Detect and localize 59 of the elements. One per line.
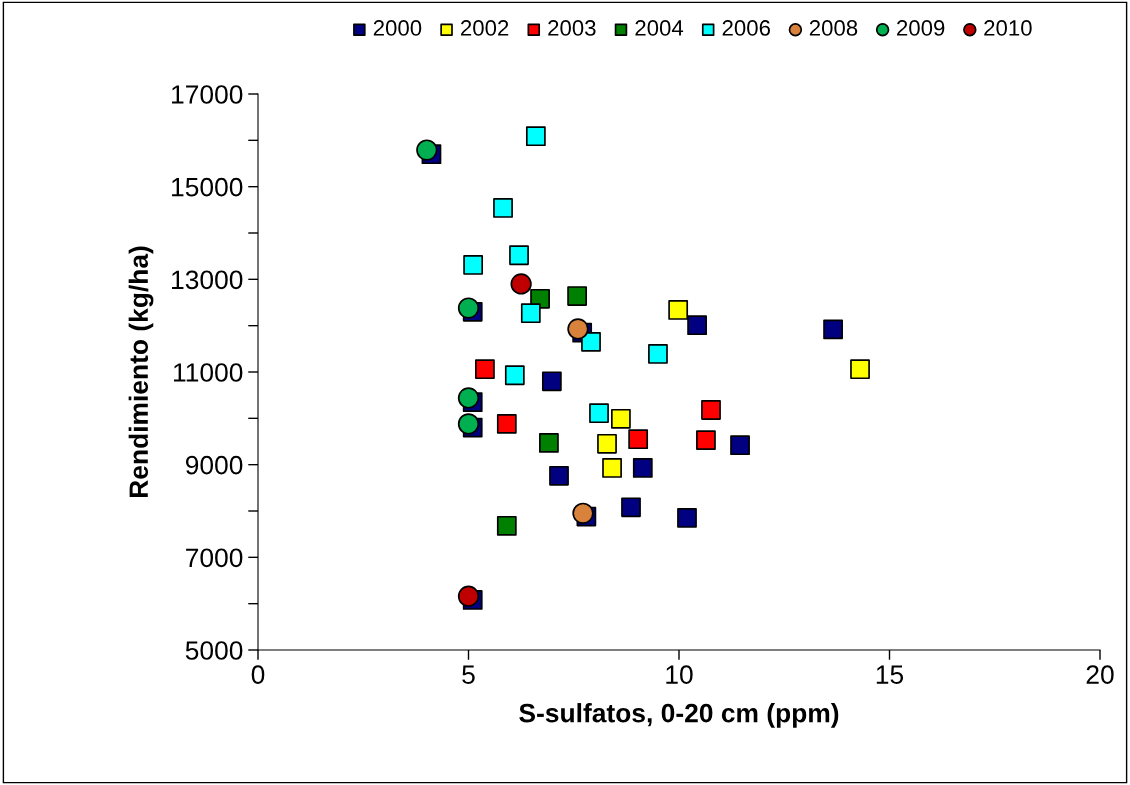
point	[510, 273, 532, 295]
legend-label: 2008	[809, 20, 858, 36]
point	[457, 585, 480, 607]
point	[463, 255, 484, 275]
point	[567, 286, 588, 306]
x-tick-label: 10	[666, 665, 693, 684]
legend-label: 2010	[984, 20, 1032, 36]
y-tick-label: 15000	[172, 177, 243, 197]
point	[567, 318, 589, 340]
point	[493, 198, 513, 218]
point	[602, 458, 622, 478]
point	[525, 126, 546, 147]
point	[457, 297, 480, 319]
legend-label: 2003	[548, 20, 596, 36]
point	[730, 435, 750, 456]
legend-label: 2009	[897, 20, 945, 36]
legend-label: 2006	[722, 20, 770, 36]
point	[632, 458, 653, 478]
legend-label: 2004	[635, 20, 684, 36]
point	[520, 303, 541, 324]
x-tick-label: 5	[462, 665, 475, 684]
point	[496, 515, 517, 536]
point	[509, 245, 529, 266]
x-tick-label: 0	[251, 665, 265, 684]
point	[668, 300, 689, 320]
point	[621, 497, 641, 518]
x-axis-title: S-sulfatos, 0-20 cm (ppm)	[519, 703, 839, 728]
point	[850, 359, 870, 380]
legend-label: 2002	[461, 20, 509, 36]
point	[457, 413, 480, 435]
point	[416, 139, 438, 161]
point	[677, 508, 697, 528]
point	[696, 430, 716, 450]
y-tick-label: 7000	[186, 548, 243, 568]
x-tick-label: 20	[1086, 665, 1114, 684]
point	[496, 414, 517, 434]
point	[648, 344, 668, 364]
point	[687, 315, 707, 336]
point	[539, 433, 559, 453]
x-tick-label: 15	[876, 665, 904, 684]
point	[701, 400, 721, 420]
point	[549, 465, 569, 486]
point	[457, 387, 480, 409]
y-axis-title: Rendimiento (kg/ha)	[128, 246, 154, 498]
point	[541, 371, 562, 392]
point	[475, 359, 495, 380]
point	[611, 408, 631, 429]
y-tick-label: 17000	[172, 85, 243, 104]
y-tick-label: 11000	[174, 363, 243, 382]
y-tick-label: 9000	[185, 455, 243, 475]
y-tick-label: 5000	[185, 641, 243, 660]
point	[628, 429, 649, 450]
point	[823, 319, 843, 340]
point	[589, 403, 609, 424]
point	[581, 331, 601, 352]
y-tick-label: 13000	[172, 270, 243, 290]
legend-label: 2000	[373, 20, 422, 36]
point	[597, 433, 617, 454]
point	[504, 365, 525, 386]
